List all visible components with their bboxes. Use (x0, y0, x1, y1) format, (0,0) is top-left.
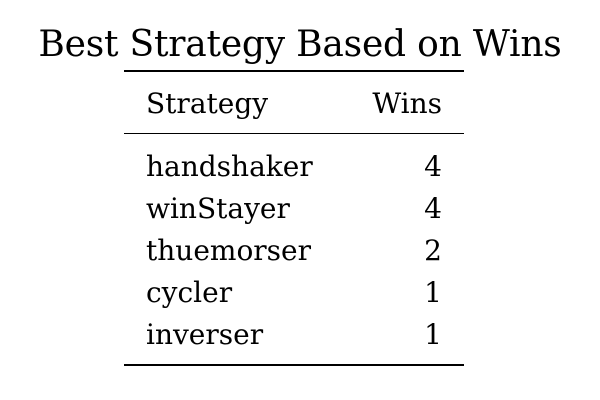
header-strategy: Strategy (146, 87, 269, 120)
table-top-rule (124, 70, 464, 72)
table-row: handshaker 4 (124, 147, 464, 189)
cell-strategy: handshaker (146, 150, 313, 183)
cell-wins: 1 (424, 276, 442, 309)
cell-strategy: winStayer (146, 192, 290, 225)
cell-strategy: thuemorser (146, 234, 312, 267)
cell-strategy: cycler (146, 276, 233, 309)
table-row: winStayer 4 (124, 189, 464, 231)
table-bottom-rule (124, 364, 464, 366)
table-header-row: Strategy Wins (124, 84, 464, 124)
cell-wins: 4 (424, 150, 442, 183)
cell-wins: 1 (424, 318, 442, 351)
table-row: inverser 1 (124, 315, 464, 357)
cell-wins: 4 (424, 192, 442, 225)
table-body: handshaker 4 winStayer 4 thuemorser 2 cy… (124, 147, 464, 357)
header-wins: Wins (372, 87, 442, 120)
table-row: thuemorser 2 (124, 231, 464, 273)
table-row: cycler 1 (124, 273, 464, 315)
cell-strategy: inverser (146, 318, 264, 351)
cell-wins: 2 (424, 234, 442, 267)
table-header-rule (124, 133, 464, 134)
table-title: Best Strategy Based on Wins (38, 24, 562, 65)
